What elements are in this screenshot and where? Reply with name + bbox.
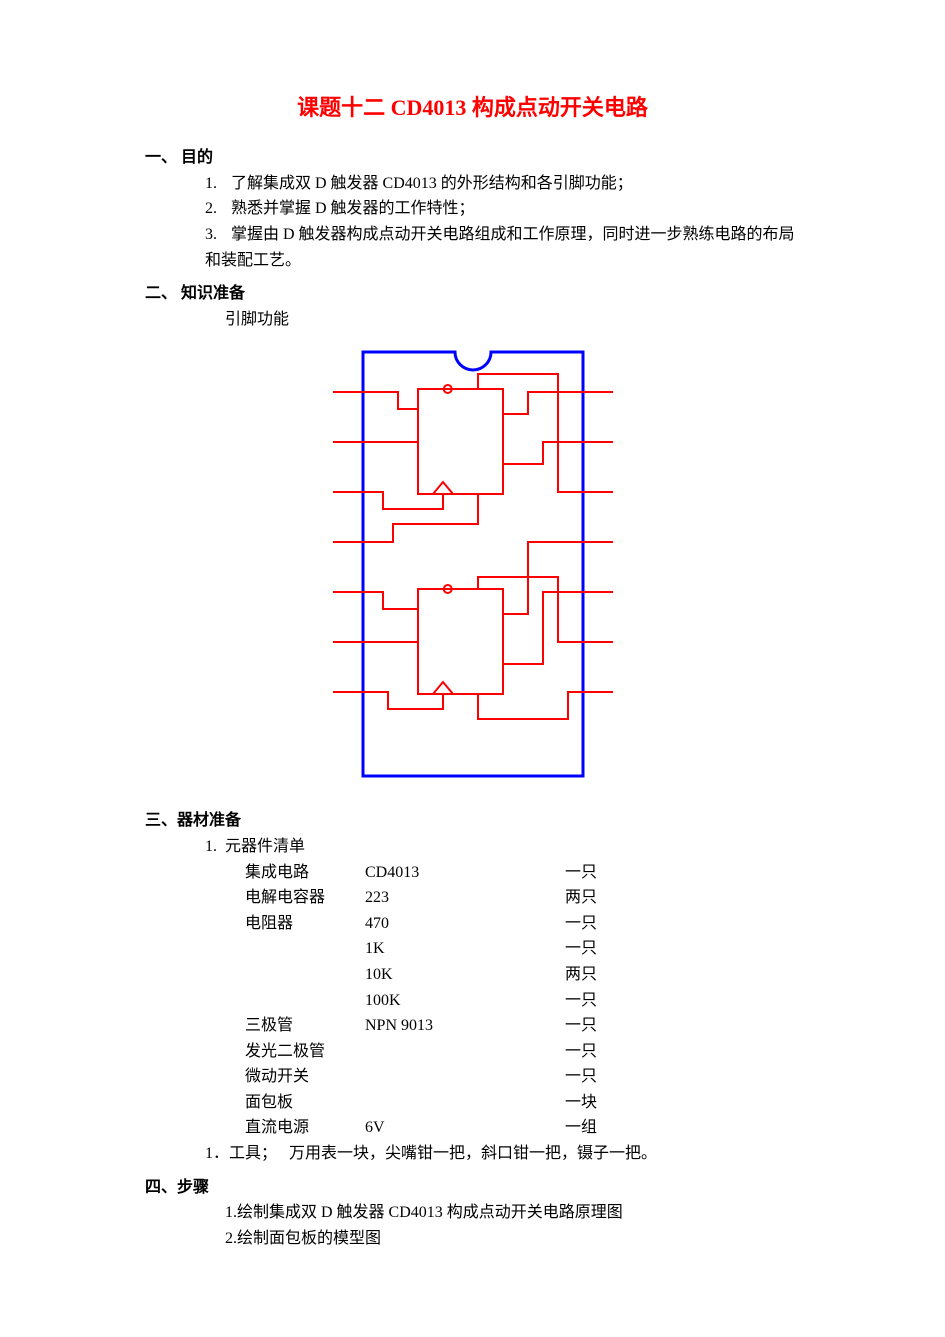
chip-svg [323,344,623,784]
part-qty: 一块 [565,1090,685,1116]
parts-row: 10K两只 [145,962,800,988]
section-4-heading: 四、步骤 [145,1175,800,1201]
parts-row: 电阻器470一只 [145,911,800,937]
part-name: 集成电路 [245,860,365,886]
part-spec: 10K [365,962,565,988]
s3-item2: 1．工具； 万用表一块，尖嘴钳一把，斜口钳一把，镊子一把。 [145,1141,800,1167]
part-spec [365,1064,565,1090]
part-name: 电阻器 [245,911,365,937]
s4-step-2: 2.绘制面包板的模型图 [145,1226,800,1252]
part-name [245,962,365,988]
section-1-heading: 一、 目的 [145,145,800,171]
parts-row: 发光二极管 一只 [145,1039,800,1065]
part-name: 发光二极管 [245,1039,365,1065]
part-qty: 一只 [565,860,685,886]
part-qty: 一只 [565,1013,685,1039]
part-spec: NPN 9013 [365,1013,565,1039]
part-spec: 1K [365,936,565,962]
part-name: 面包板 [245,1090,365,1116]
section-2-heading: 二、 知识准备 [145,281,800,307]
parts-row: 面包板 一块 [145,1090,800,1116]
parts-row: 电解电容器223两只 [145,885,800,911]
parts-list: 集成电路CD4013一只电解电容器223两只电阻器470一只1K一只10K两只1… [145,860,800,1142]
part-qty: 一只 [565,1039,685,1065]
parts-row: 100K一只 [145,988,800,1014]
section-3-heading: 三、器材准备 [145,808,800,834]
s3-item2-prefix: 1．工具； [205,1145,277,1162]
part-name [245,936,365,962]
s3-item1-text: 元器件清单 [225,838,305,855]
s4-step-1: 1.绘制集成双 D 触发器 CD4013 构成点动开关电路原理图 [145,1200,800,1226]
parts-row: 1K一只 [145,936,800,962]
s1-item-2: 2.熟悉并掌握 D 触发器的工作特性； [145,196,800,222]
part-qty: 一组 [565,1115,685,1141]
s1-item-3-text: 掌握由 D 触发器构成点动开关电路组成和工作原理，同时进一步熟练电路的布局和装配… [205,226,795,269]
part-spec [365,1039,565,1065]
part-spec: 6V [365,1115,565,1141]
part-name [245,988,365,1014]
part-qty: 两只 [565,962,685,988]
parts-row: 三极管NPN 9013一只 [145,1013,800,1039]
part-spec: 223 [365,885,565,911]
part-qty: 一只 [565,988,685,1014]
parts-row: 微动开关 一只 [145,1064,800,1090]
part-qty: 一只 [565,936,685,962]
part-name: 微动开关 [245,1064,365,1090]
part-name: 三极管 [245,1013,365,1039]
s1-item-1-text: 了解集成双 D 触发器 CD4013 的外形结构和各引脚功能； [231,175,633,192]
s3-item2-text: 万用表一块，尖嘴钳一把，斜口钳一把，镊子一把。 [289,1145,657,1162]
part-qty: 一只 [565,1064,685,1090]
parts-row: 集成电路CD4013一只 [145,860,800,886]
s1-item-1: 1.了解集成双 D 触发器 CD4013 的外形结构和各引脚功能； [145,171,800,197]
part-spec: CD4013 [365,860,565,886]
part-qty: 两只 [565,885,685,911]
part-spec: 100K [365,988,565,1014]
pinout-diagram [145,344,800,784]
part-spec [365,1090,565,1116]
s1-item-2-text: 熟悉并掌握 D 触发器的工作特性； [231,200,475,217]
part-name: 直流电源 [245,1115,365,1141]
part-name: 电解电容器 [245,885,365,911]
part-spec: 470 [365,911,565,937]
part-qty: 一只 [565,911,685,937]
s2-sub: 引脚功能 [145,307,800,333]
s3-item1: 1. 元器件清单 [145,834,800,860]
s1-item-3: 3.掌握由 D 触发器构成点动开关电路组成和工作原理，同时进一步熟练电路的布局和… [145,222,800,273]
parts-row: 直流电源6V一组 [145,1115,800,1141]
page-title: 课题十二 CD4013 构成点动开关电路 [145,90,800,125]
